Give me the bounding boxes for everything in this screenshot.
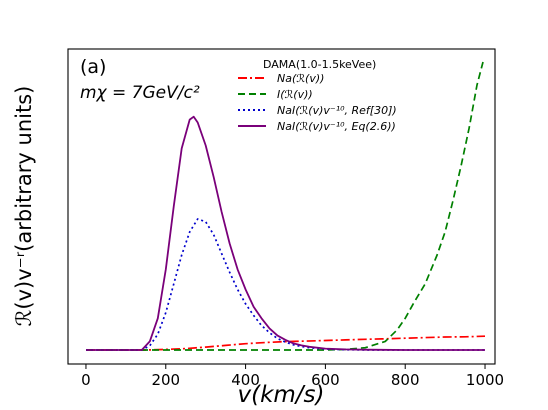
series-line-2: [86, 61, 484, 351]
legend-label-nai-v-v-ref-30: NaI(ℛ(v)v⁻¹⁰, Ref[30]): [277, 104, 397, 117]
series-layer: [86, 61, 486, 351]
x-axis: 0 200 400 600 800 1000: [81, 364, 504, 389]
plot-frame: [67, 48, 496, 365]
series-line-4: [86, 115, 485, 351]
x-tick-label: 1000: [466, 371, 504, 389]
legend-title: DAMA(1.0-1.5keVee): [263, 58, 376, 71]
panel-label: (a): [80, 56, 106, 78]
x-tick-label: 800: [391, 371, 420, 389]
x-tick-label: 400: [231, 371, 260, 389]
x-tick-label: 0: [81, 371, 91, 389]
legend-label-na-v: Na(ℛ(v)): [277, 72, 324, 85]
x-tick-label: 200: [151, 371, 180, 389]
series-line-3: [86, 218, 485, 351]
legend-entries: Na(ℛ(v)) I(ℛ(v)) NaI(ℛ(v)v⁻¹⁰, Ref[30]) NaI…: [238, 72, 397, 133]
y-axis-label: ℛ(v)v⁻ʳ(arbitrary units): [12, 86, 36, 327]
mass-label: mχ = 7GeV/c²: [80, 83, 200, 103]
legend-label-i-v: I(ℛ(v)): [277, 88, 313, 101]
legend-label-nai-v-v-eq-2-6: NaI(ℛ(v)v⁻¹⁰, Eq(2.6)): [277, 120, 396, 133]
x-tick-label: 600: [311, 371, 340, 389]
legend: DAMA(1.0-1.5keVee) Na(ℛ(v)) I(ℛ(v)) NaI(ℛ(…: [238, 58, 397, 133]
x-axis-label: v(km/s): [237, 382, 324, 408]
